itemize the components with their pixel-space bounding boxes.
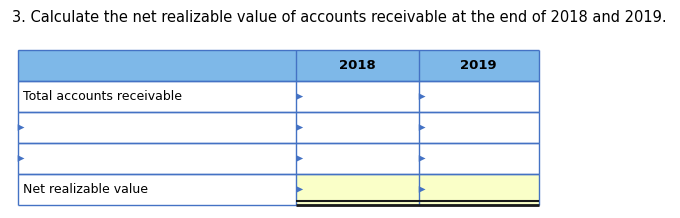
- Bar: [419, 81, 539, 112]
- Polygon shape: [296, 93, 303, 100]
- Bar: [296, 143, 419, 174]
- Text: 2019: 2019: [460, 59, 497, 72]
- Bar: [296, 50, 419, 81]
- Polygon shape: [419, 186, 426, 193]
- Polygon shape: [419, 124, 426, 131]
- Bar: [419, 174, 539, 205]
- Text: 2018: 2018: [339, 59, 376, 72]
- Bar: [419, 143, 539, 174]
- Polygon shape: [296, 155, 303, 162]
- Polygon shape: [419, 155, 426, 162]
- Polygon shape: [296, 186, 303, 193]
- Polygon shape: [419, 93, 426, 100]
- Bar: [18, 174, 296, 205]
- Text: Total accounts receivable: Total accounts receivable: [23, 90, 182, 103]
- Bar: [18, 50, 296, 81]
- Text: 3. Calculate the net realizable value of accounts receivable at the end of 2018 : 3. Calculate the net realizable value of…: [12, 10, 667, 25]
- Bar: [18, 143, 296, 174]
- Polygon shape: [18, 155, 24, 162]
- Bar: [296, 174, 419, 205]
- Bar: [419, 50, 539, 81]
- Polygon shape: [18, 124, 24, 131]
- Bar: [419, 112, 539, 143]
- Bar: [296, 81, 419, 112]
- Text: Net realizable value: Net realizable value: [23, 183, 148, 196]
- Bar: [18, 81, 296, 112]
- Bar: [18, 112, 296, 143]
- Bar: [296, 112, 419, 143]
- Polygon shape: [296, 124, 303, 131]
